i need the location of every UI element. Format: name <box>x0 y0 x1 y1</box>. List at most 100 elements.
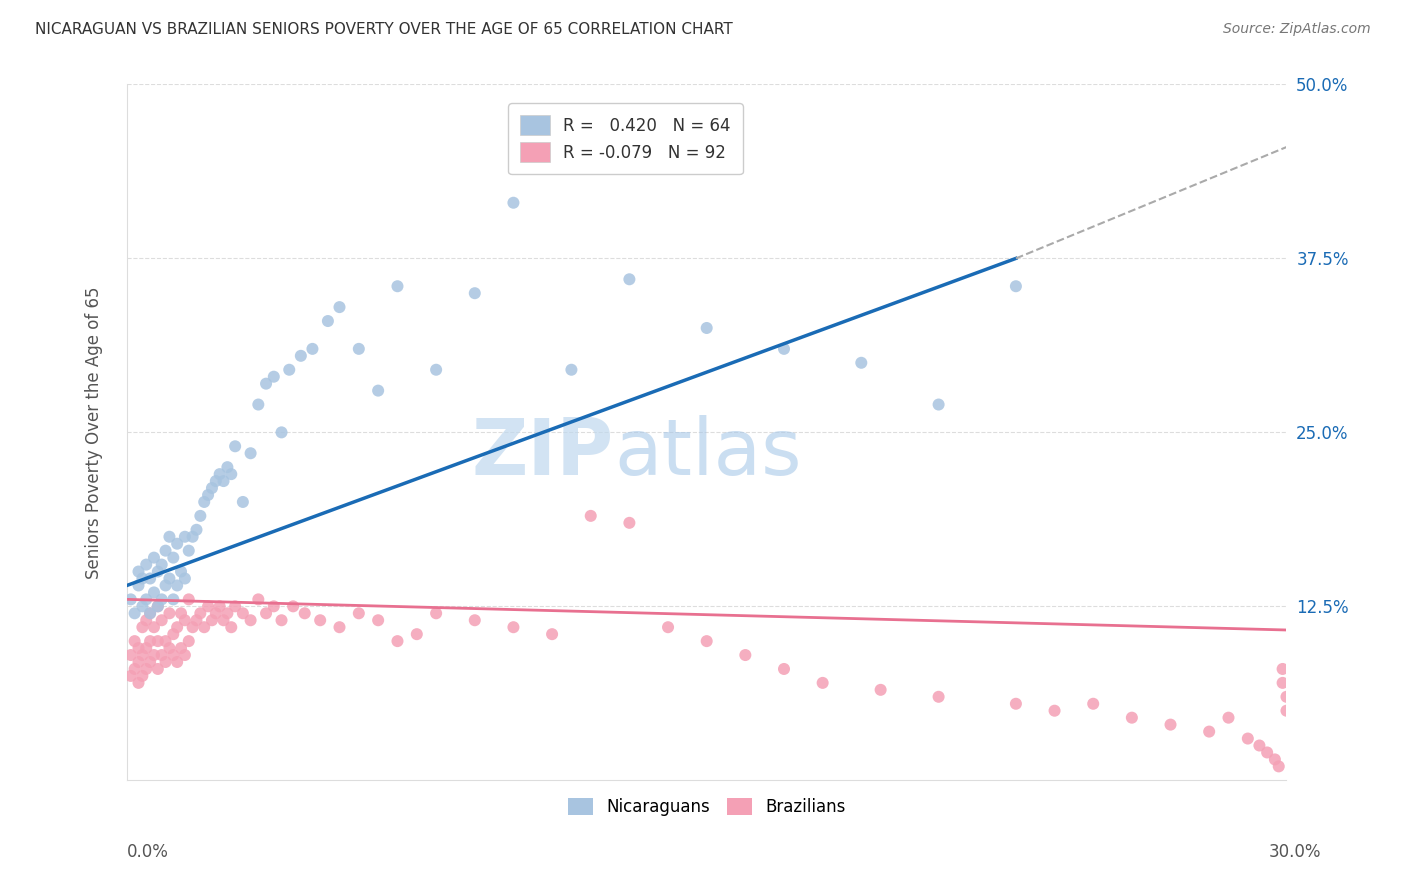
Point <box>166 655 188 669</box>
Point <box>367 613 389 627</box>
Point <box>181 620 204 634</box>
Point <box>208 467 231 482</box>
Point <box>1121 711 1143 725</box>
Point <box>281 599 304 614</box>
Legend: Nicaraguans, Brazilians: Nicaraguans, Brazilians <box>560 789 853 824</box>
Point <box>301 342 323 356</box>
Point <box>347 607 370 621</box>
Point <box>1198 724 1220 739</box>
Point <box>387 634 409 648</box>
Point <box>128 641 150 656</box>
Point <box>696 321 718 335</box>
Point <box>139 572 162 586</box>
Point <box>159 572 181 586</box>
Point <box>502 195 524 210</box>
Point <box>155 543 177 558</box>
Point <box>174 572 197 586</box>
Point <box>278 363 301 377</box>
Point <box>155 578 177 592</box>
Point <box>657 620 679 634</box>
Point <box>579 508 602 523</box>
Y-axis label: Seniors Poverty Over the Age of 65: Seniors Poverty Over the Age of 65 <box>86 286 103 579</box>
Point <box>464 286 486 301</box>
Point <box>150 648 173 662</box>
Point <box>188 508 211 523</box>
Point <box>150 592 173 607</box>
Point <box>139 607 162 621</box>
Point <box>328 300 350 314</box>
Point <box>294 607 316 621</box>
Point <box>120 648 142 662</box>
Point <box>270 613 292 627</box>
Point <box>150 558 173 572</box>
Point <box>201 481 224 495</box>
Point <box>560 363 582 377</box>
Point <box>1218 711 1240 725</box>
Point <box>928 398 950 412</box>
Point <box>212 474 235 488</box>
Point <box>204 607 226 621</box>
Point <box>166 578 188 592</box>
Point <box>247 398 270 412</box>
Point <box>139 607 162 621</box>
Point <box>166 537 188 551</box>
Point <box>928 690 950 704</box>
Point <box>219 467 242 482</box>
Point <box>186 613 208 627</box>
Point <box>1275 690 1298 704</box>
Point <box>143 620 166 634</box>
Point <box>170 641 193 656</box>
Point <box>131 669 153 683</box>
Point <box>146 599 169 614</box>
Text: NICARAGUAN VS BRAZILIAN SENIORS POVERTY OVER THE AGE OF 65 CORRELATION CHART: NICARAGUAN VS BRAZILIAN SENIORS POVERTY … <box>35 22 733 37</box>
Point <box>1043 704 1066 718</box>
Point <box>232 607 254 621</box>
Point <box>162 550 184 565</box>
Point <box>128 565 150 579</box>
Point <box>177 543 200 558</box>
Text: ZIP: ZIP <box>471 416 614 491</box>
Point <box>239 446 262 460</box>
Point <box>162 592 184 607</box>
Point <box>224 599 246 614</box>
Text: 30.0%: 30.0% <box>1270 843 1322 861</box>
Point <box>135 558 157 572</box>
Point <box>162 648 184 662</box>
Point <box>124 607 146 621</box>
Point <box>135 592 157 607</box>
Point <box>162 627 184 641</box>
Text: 0.0%: 0.0% <box>127 843 169 861</box>
Point <box>1271 662 1294 676</box>
Point <box>619 516 641 530</box>
Point <box>120 592 142 607</box>
Point <box>166 620 188 634</box>
Point <box>217 607 239 621</box>
Point <box>146 634 169 648</box>
Text: atlas: atlas <box>614 416 801 491</box>
Point <box>139 655 162 669</box>
Point <box>155 655 177 669</box>
Point <box>1160 717 1182 731</box>
Point <box>212 613 235 627</box>
Point <box>201 613 224 627</box>
Point <box>177 634 200 648</box>
Point <box>773 662 796 676</box>
Point <box>734 648 756 662</box>
Point <box>143 585 166 599</box>
Point <box>217 460 239 475</box>
Point <box>1005 279 1028 293</box>
Point <box>174 648 197 662</box>
Point <box>869 682 891 697</box>
Point <box>224 439 246 453</box>
Point <box>1264 752 1286 766</box>
Point <box>204 474 226 488</box>
Point <box>120 669 142 683</box>
Point <box>174 530 197 544</box>
Point <box>197 488 219 502</box>
Point <box>146 599 169 614</box>
Point <box>193 495 215 509</box>
Point <box>146 565 169 579</box>
Point <box>541 627 564 641</box>
Point <box>254 607 277 621</box>
Point <box>1005 697 1028 711</box>
